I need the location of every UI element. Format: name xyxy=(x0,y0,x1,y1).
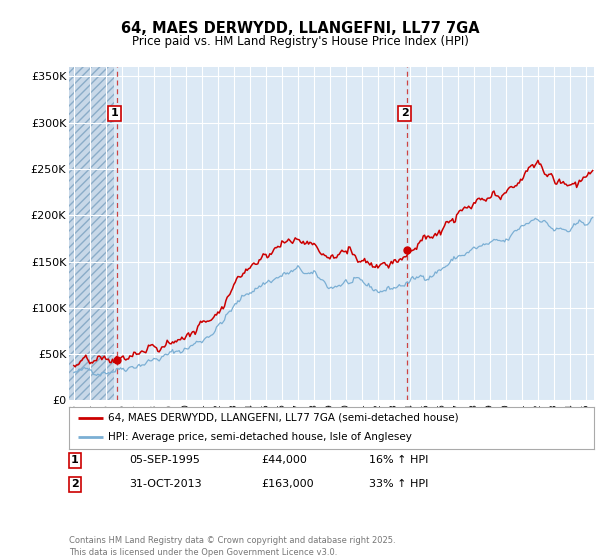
Text: 31-OCT-2013: 31-OCT-2013 xyxy=(129,479,202,489)
Text: HPI: Average price, semi-detached house, Isle of Anglesey: HPI: Average price, semi-detached house,… xyxy=(109,432,412,442)
Text: 1: 1 xyxy=(71,455,79,465)
Text: Contains HM Land Registry data © Crown copyright and database right 2025.
This d: Contains HM Land Registry data © Crown c… xyxy=(69,536,395,557)
Text: 16% ↑ HPI: 16% ↑ HPI xyxy=(369,455,428,465)
Bar xyxy=(69,67,114,400)
Text: 64, MAES DERWYDD, LLANGEFNI, LL77 7GA (semi-detached house): 64, MAES DERWYDD, LLANGEFNI, LL77 7GA (s… xyxy=(109,413,459,423)
Text: 33% ↑ HPI: 33% ↑ HPI xyxy=(369,479,428,489)
Text: 64, MAES DERWYDD, LLANGEFNI, LL77 7GA: 64, MAES DERWYDD, LLANGEFNI, LL77 7GA xyxy=(121,21,479,36)
Text: 05-SEP-1995: 05-SEP-1995 xyxy=(129,455,200,465)
Text: Price paid vs. HM Land Registry's House Price Index (HPI): Price paid vs. HM Land Registry's House … xyxy=(131,35,469,48)
Text: £44,000: £44,000 xyxy=(261,455,307,465)
Text: 1: 1 xyxy=(110,109,118,119)
Text: 2: 2 xyxy=(71,479,79,489)
Text: £163,000: £163,000 xyxy=(261,479,314,489)
Text: 2: 2 xyxy=(401,109,409,119)
